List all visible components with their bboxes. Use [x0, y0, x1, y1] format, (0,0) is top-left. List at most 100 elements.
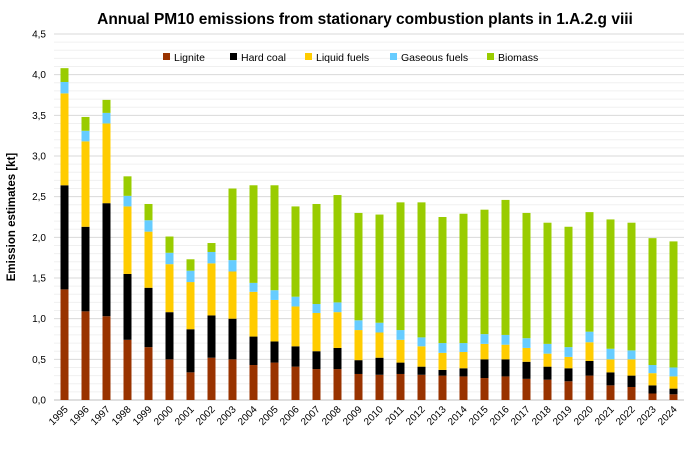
bar-biomass-2020 [585, 212, 594, 332]
bar-lignite-1995 [60, 289, 69, 400]
bar-biomass-2021 [606, 219, 615, 349]
bar-lignite-2007 [312, 369, 321, 400]
bar-liquid-fuels-2018 [543, 353, 552, 367]
bar-lignite-2000 [165, 359, 174, 400]
x-tick-label: 1995 [47, 404, 71, 428]
bar-biomass-2003 [228, 188, 237, 261]
bar-gaseous-fuels-2019 [564, 347, 573, 357]
bar-biomass-1998 [123, 176, 132, 196]
bar-hard-coal-2006 [291, 346, 300, 367]
bars [60, 68, 678, 400]
legend-label: Hard coal [241, 52, 286, 64]
bar-liquid-fuels-2010 [375, 332, 384, 358]
bar-lignite-2016 [501, 376, 510, 400]
bar-liquid-fuels-2012 [417, 346, 426, 367]
bar-hard-coal-2000 [165, 312, 174, 360]
bar-liquid-fuels-2014 [459, 352, 468, 369]
bar-hard-coal-2024 [669, 388, 678, 395]
bar-biomass-2001 [186, 259, 195, 271]
legend-swatch-gaseous-fuels [390, 53, 397, 60]
bar-biomass-2015 [480, 209, 489, 335]
bar-gaseous-fuels-2024 [669, 367, 678, 377]
bar-liquid-fuels-2008 [333, 312, 342, 348]
legend-label: Biomass [498, 52, 538, 64]
bar-biomass-2006 [291, 206, 300, 297]
bar-gaseous-fuels-2023 [648, 365, 657, 374]
bar-gaseous-fuels-2005 [270, 290, 279, 300]
y-tick-label: 4,0 [32, 70, 46, 81]
x-tick-label: 2017 [509, 404, 533, 428]
bar-lignite-2022 [627, 386, 636, 400]
bar-hard-coal-2014 [459, 368, 468, 377]
bar-liquid-fuels-2005 [270, 299, 279, 342]
y-tick-label: 2,0 [32, 233, 46, 244]
y-tick-label: 2,5 [32, 192, 46, 203]
y-tick-label: 0,0 [32, 396, 46, 407]
bar-liquid-fuels-2015 [480, 343, 489, 360]
bar-biomass-2018 [543, 222, 552, 344]
bar-biomass-2011 [396, 202, 405, 331]
y-tick-labels: 0,0 0,5 1,0 1,5 2,0 2,5 3,0 3,5 4,0 4,5 [32, 30, 46, 407]
bar-hard-coal-2015 [480, 359, 489, 379]
bar-biomass-2023 [648, 238, 657, 366]
bar-gaseous-fuels-2021 [606, 348, 615, 360]
bar-liquid-fuels-2017 [522, 347, 531, 362]
bar-hard-coal-2016 [501, 359, 510, 377]
bar-hard-coal-2008 [333, 347, 342, 370]
bar-hard-coal-2010 [375, 357, 384, 375]
bar-hard-coal-2009 [354, 360, 363, 374]
bar-biomass-2008 [333, 195, 342, 303]
bar-lignite-2015 [480, 378, 489, 400]
x-tick-label: 2006 [278, 404, 302, 428]
bar-gaseous-fuels-1998 [123, 195, 132, 207]
bar-liquid-fuels-2004 [249, 291, 258, 337]
bar-liquid-fuels-2013 [438, 352, 447, 370]
bar-biomass-2013 [438, 217, 447, 344]
bar-hard-coal-2017 [522, 361, 531, 379]
x-tick-label: 2009 [341, 404, 365, 428]
bar-biomass-2019 [564, 226, 573, 348]
y-tick-label: 4,5 [32, 30, 46, 41]
bar-lignite-1997 [102, 316, 111, 400]
bar-liquid-fuels-1997 [102, 123, 111, 204]
legend-swatch-hard-coal [230, 53, 237, 60]
x-tick-label: 2016 [488, 404, 512, 428]
bar-gaseous-fuels-2017 [522, 338, 531, 348]
bar-lignite-2019 [564, 381, 573, 400]
bar-liquid-fuels-2023 [648, 373, 657, 386]
bar-lignite-2023 [648, 393, 657, 400]
bar-liquid-fuels-2021 [606, 359, 615, 373]
bar-lignite-1996 [81, 311, 90, 400]
bar-hard-coal-2018 [543, 366, 552, 380]
bar-gaseous-fuels-2009 [354, 320, 363, 331]
x-tick-label: 2008 [320, 404, 344, 428]
legend-swatch-biomass [487, 53, 494, 60]
legend-swatch-liquid-fuels [305, 53, 312, 60]
bar-hard-coal-2019 [564, 368, 573, 382]
bar-lignite-2005 [270, 362, 279, 400]
x-tick-label: 2015 [467, 404, 491, 428]
x-tick-label: 2005 [257, 404, 281, 428]
x-tick-label: 1999 [131, 404, 155, 428]
bar-gaseous-fuels-2015 [480, 334, 489, 344]
x-tick-label: 2012 [404, 404, 428, 428]
bar-gaseous-fuels-2002 [207, 251, 216, 264]
bar-hard-coal-1997 [102, 203, 111, 317]
bar-liquid-fuels-2009 [354, 330, 363, 361]
bar-hard-coal-2021 [606, 372, 615, 386]
bar-liquid-fuels-2011 [396, 339, 405, 363]
bar-gaseous-fuels-1995 [60, 81, 69, 94]
bar-hard-coal-1996 [81, 226, 90, 312]
bar-gaseous-fuels-2010 [375, 322, 384, 333]
x-tick-label: 2023 [635, 404, 659, 428]
bar-liquid-fuels-2022 [627, 359, 636, 376]
bar-hard-coal-2020 [585, 360, 594, 376]
y-axis-label: Emission estimates [kt] [6, 153, 18, 282]
bar-liquid-fuels-2024 [669, 376, 678, 389]
bar-gaseous-fuels-2016 [501, 334, 510, 345]
bar-liquid-fuels-1998 [123, 206, 132, 274]
bar-biomass-2012 [417, 202, 426, 338]
legend-label: Gaseous fuels [401, 52, 468, 64]
bar-lignite-1999 [144, 347, 153, 400]
bar-biomass-2014 [459, 213, 468, 344]
